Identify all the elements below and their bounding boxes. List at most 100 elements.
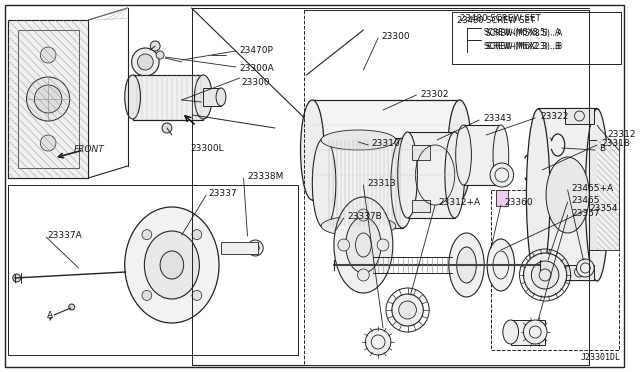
Text: 23354: 23354 — [589, 203, 618, 212]
Ellipse shape — [456, 125, 472, 185]
Circle shape — [26, 77, 70, 121]
Text: 23360: 23360 — [505, 198, 533, 206]
Bar — [511, 320, 545, 345]
Text: 23465: 23465 — [572, 196, 600, 205]
Bar — [8, 20, 88, 178]
Text: 23480 SCREW SET: 23480 SCREW SET — [457, 16, 534, 25]
Polygon shape — [8, 20, 88, 178]
Ellipse shape — [586, 109, 609, 281]
Circle shape — [35, 85, 62, 113]
Bar — [221, 242, 259, 254]
Ellipse shape — [321, 216, 396, 236]
Bar — [204, 88, 221, 106]
Text: 23318: 23318 — [601, 138, 630, 148]
Text: 23338M: 23338M — [248, 171, 284, 180]
Circle shape — [156, 51, 164, 59]
Text: FRONT: FRONT — [74, 145, 104, 154]
Circle shape — [162, 123, 172, 133]
Text: 23470P: 23470P — [239, 45, 273, 55]
Circle shape — [132, 48, 159, 76]
Ellipse shape — [301, 100, 324, 200]
Text: 23313: 23313 — [367, 179, 396, 187]
Bar — [452, 12, 621, 64]
Bar — [324, 138, 403, 228]
Bar — [597, 140, 619, 250]
Circle shape — [531, 261, 559, 289]
Text: A: A — [47, 311, 53, 321]
Ellipse shape — [312, 138, 336, 228]
Circle shape — [248, 240, 263, 256]
Text: 23300: 23300 — [381, 32, 410, 41]
Circle shape — [524, 253, 566, 297]
Circle shape — [358, 209, 369, 221]
Ellipse shape — [457, 247, 476, 283]
Polygon shape — [8, 20, 88, 178]
Circle shape — [68, 304, 75, 310]
Circle shape — [192, 230, 202, 240]
Circle shape — [399, 301, 417, 319]
Circle shape — [150, 41, 160, 51]
Text: 23337B: 23337B — [348, 212, 383, 221]
Circle shape — [524, 320, 547, 344]
Bar — [408, 132, 454, 218]
Text: J23301DL: J23301DL — [580, 353, 621, 362]
Circle shape — [142, 291, 152, 301]
Ellipse shape — [145, 231, 200, 299]
Text: 23312+A: 23312+A — [438, 198, 480, 206]
Ellipse shape — [391, 138, 415, 228]
Circle shape — [358, 269, 369, 281]
Ellipse shape — [397, 132, 417, 218]
Bar — [564, 108, 594, 124]
Bar — [564, 265, 594, 280]
Text: 23465+A: 23465+A — [572, 183, 614, 192]
Text: 23357: 23357 — [572, 208, 600, 218]
Circle shape — [142, 230, 152, 240]
Text: SCREW-(M5X8.5)...A: SCREW-(M5X8.5)...A — [483, 28, 561, 36]
Circle shape — [40, 47, 56, 63]
Bar — [463, 125, 501, 185]
Circle shape — [40, 135, 56, 151]
Text: 23322: 23322 — [540, 112, 568, 121]
Ellipse shape — [493, 125, 509, 185]
Ellipse shape — [195, 75, 212, 119]
Ellipse shape — [448, 100, 472, 200]
Circle shape — [377, 239, 389, 251]
Text: 23300L: 23300L — [191, 144, 224, 153]
Text: SCREW-(M6X2.3)...B: SCREW-(M6X2.3)...B — [483, 42, 561, 51]
Ellipse shape — [445, 132, 465, 218]
Text: 23310: 23310 — [371, 138, 400, 148]
Bar — [413, 200, 430, 212]
Ellipse shape — [334, 197, 393, 293]
Text: B: B — [599, 144, 605, 153]
Bar — [8, 185, 298, 355]
Bar — [538, 108, 597, 280]
Ellipse shape — [527, 109, 550, 281]
Polygon shape — [597, 140, 619, 250]
Ellipse shape — [546, 157, 589, 233]
Ellipse shape — [487, 239, 515, 291]
Bar — [18, 30, 79, 168]
Bar — [312, 100, 460, 200]
Ellipse shape — [160, 251, 184, 279]
Ellipse shape — [216, 88, 226, 106]
Bar — [589, 140, 601, 250]
Circle shape — [192, 291, 202, 301]
Bar — [496, 190, 508, 206]
Text: 23480 SCREW SET: 23480 SCREW SET — [460, 13, 540, 22]
Ellipse shape — [125, 207, 219, 323]
Bar — [8, 20, 88, 178]
Bar — [413, 145, 430, 160]
Ellipse shape — [346, 217, 381, 273]
Ellipse shape — [449, 233, 484, 297]
Text: 23302: 23302 — [420, 90, 449, 99]
Text: SCREW-(M6X2.3)...B: SCREW-(M6X2.3)...B — [485, 42, 563, 51]
Text: SCREW-(M5X8.5)...A: SCREW-(M5X8.5)...A — [485, 29, 563, 38]
Bar — [491, 190, 619, 350]
Circle shape — [490, 163, 514, 187]
Ellipse shape — [125, 75, 140, 119]
Circle shape — [392, 294, 423, 326]
Circle shape — [13, 274, 20, 282]
Circle shape — [338, 239, 349, 251]
Text: 23312: 23312 — [607, 130, 636, 139]
Bar — [132, 75, 204, 120]
